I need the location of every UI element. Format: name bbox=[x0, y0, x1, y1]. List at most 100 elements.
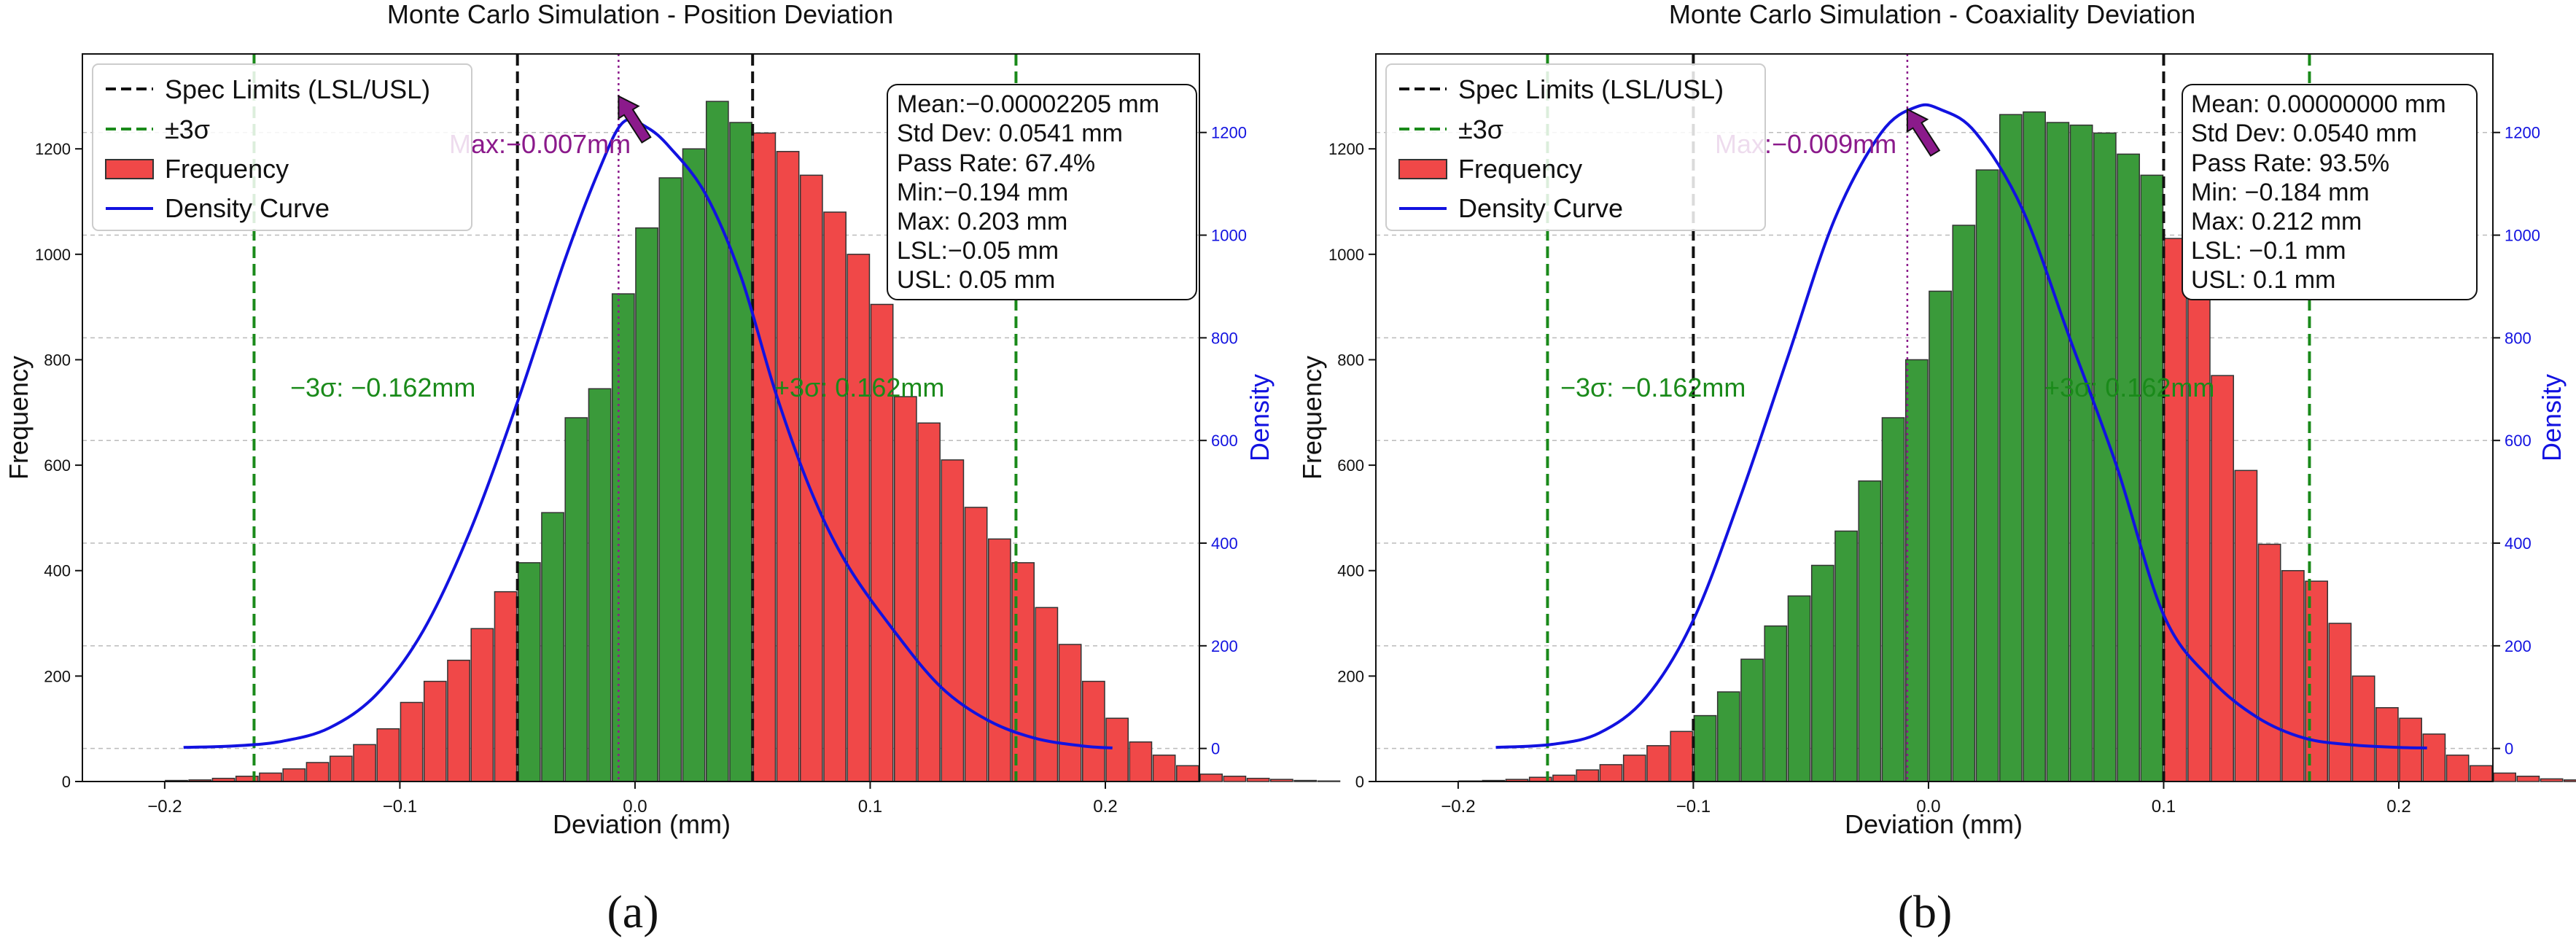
y-tick-label: 1200 bbox=[35, 140, 71, 158]
panel-b-axes: −0.2 −0.1 0.0 0.1 0.2 0 200 400 600 800 1000 1200 0 2… bbox=[1328, 124, 2540, 817]
panel-b-stat: LSL: −0.1 mm bbox=[2191, 237, 2346, 265]
histogram-bar bbox=[729, 122, 752, 782]
panel-b-legend-label: ±3σ bbox=[1458, 114, 1503, 144]
max-arrow-icon bbox=[618, 95, 652, 144]
y-tick-label: 200 bbox=[1337, 667, 1364, 685]
y2-tick-label: 0 bbox=[2505, 740, 2513, 758]
x-tick-label: 0.0 bbox=[623, 797, 647, 817]
panel-a-bars bbox=[165, 101, 1341, 782]
y-tick-label: 1000 bbox=[35, 246, 71, 264]
histogram-bar bbox=[2305, 580, 2328, 782]
histogram-bar bbox=[1223, 776, 1247, 782]
panel-a-stat: Std Dev: 0.0541 mm bbox=[897, 120, 1123, 147]
y2-tick-label: 800 bbox=[2505, 329, 2532, 347]
histogram-bar bbox=[376, 728, 400, 782]
y-tick-label: 200 bbox=[44, 667, 71, 685]
x-tick-label: 0.1 bbox=[2152, 797, 2176, 817]
histogram-bar bbox=[517, 562, 541, 782]
histogram-bar bbox=[2493, 772, 2517, 782]
histogram-bar bbox=[1246, 777, 1270, 782]
panel-a-plot-frame bbox=[82, 53, 1200, 782]
x-tick-label: −0.2 bbox=[1441, 797, 1475, 817]
histogram-bar bbox=[799, 174, 823, 782]
y-tick-label: 800 bbox=[1337, 351, 1364, 369]
panel-b-legend-label: Density Curve bbox=[1458, 193, 1623, 223]
y2-tick-label: 400 bbox=[2505, 534, 2532, 553]
panel-b-xlabel: Deviation (mm) bbox=[1845, 809, 2023, 839]
panel-a-stat: Mean:−0.00002205 mm bbox=[897, 90, 1159, 118]
y2-tick-label: 1200 bbox=[1211, 124, 1247, 142]
panel-b-max-marker bbox=[1906, 108, 1941, 157]
panel-b-stat: Pass Rate: 93.5% bbox=[2191, 149, 2389, 177]
histogram-bar bbox=[611, 293, 635, 782]
histogram-bar bbox=[306, 762, 330, 782]
histogram-bar bbox=[2023, 111, 2046, 782]
y2-tick-label: 600 bbox=[2505, 432, 2532, 450]
histogram-bar bbox=[2351, 675, 2375, 782]
histogram-bar bbox=[2445, 755, 2470, 782]
panel-b-title: Monte Carlo Simulation - Coaxiality Devi… bbox=[1669, 0, 2195, 29]
histogram-bar bbox=[2540, 778, 2564, 782]
histogram-bar bbox=[1270, 779, 1293, 782]
histogram-bar bbox=[2516, 776, 2540, 782]
histogram-bar bbox=[752, 132, 777, 782]
panel-b-stat: USL: 0.1 mm bbox=[2191, 266, 2335, 294]
histogram-bar bbox=[353, 744, 376, 782]
histogram-bar bbox=[2328, 623, 2352, 782]
histogram-bar bbox=[1975, 169, 1999, 782]
histogram-bar bbox=[494, 591, 518, 782]
histogram-bar bbox=[870, 303, 894, 782]
panel-b-y2label: Density bbox=[2537, 374, 2567, 461]
panel-a-density-curve bbox=[183, 117, 1113, 749]
histogram-bar bbox=[964, 507, 988, 782]
histogram-bar bbox=[1317, 780, 1341, 782]
histogram-bar bbox=[329, 755, 353, 782]
panel-b-plot-frame bbox=[1375, 53, 2494, 782]
panel-a-plus-3sigma-label: +3σ: 0.162mm bbox=[774, 373, 944, 402]
histogram-bar bbox=[2469, 765, 2493, 782]
histogram-bar bbox=[588, 388, 612, 782]
panel-a-max-label: Max:−0.007mm bbox=[449, 129, 631, 159]
histogram-bar bbox=[259, 772, 282, 782]
histogram-bar bbox=[2117, 153, 2140, 782]
histogram-bar bbox=[1929, 290, 1952, 782]
histogram-bar bbox=[470, 628, 494, 782]
histogram-bar bbox=[1105, 717, 1129, 782]
histogram-bar bbox=[2163, 238, 2187, 782]
panel-a-title: Monte Carlo Simulation - Position Deviat… bbox=[387, 0, 893, 29]
panel-b-stats-box: Mean: 0.00000000 mm Std Dev: 0.0540 mm P… bbox=[2182, 84, 2478, 300]
panel-b-chart: Monte Carlo Simulation - Coaxiality Devi… bbox=[1297, 0, 2576, 938]
panel-b-legend-label: Spec Limits (LSL/USL) bbox=[1458, 74, 1724, 104]
histogram-bar bbox=[1716, 691, 1740, 782]
y-tick-label: 600 bbox=[44, 456, 71, 475]
x-tick-label: 0.0 bbox=[1916, 797, 1940, 817]
panel-b-stat: Max: 0.212 mm bbox=[2191, 208, 2362, 235]
histogram-bar bbox=[1834, 530, 1858, 782]
histogram-bar bbox=[1693, 714, 1717, 782]
y-tick-label: 400 bbox=[44, 562, 71, 580]
histogram-bar bbox=[2257, 543, 2281, 782]
histogram-bar bbox=[1152, 755, 1176, 782]
panel-b-label: (b) bbox=[1898, 886, 1953, 938]
histogram-bar bbox=[1646, 745, 1670, 782]
x-tick-label: −0.1 bbox=[1676, 797, 1711, 817]
histogram-bar bbox=[1952, 225, 1976, 782]
histogram-bar bbox=[776, 151, 800, 782]
y-tick-label: 600 bbox=[1337, 456, 1364, 475]
y2-tick-label: 1000 bbox=[2505, 227, 2540, 245]
histogram-bar bbox=[1058, 644, 1082, 782]
histogram-bar bbox=[1199, 773, 1223, 782]
histogram-bar bbox=[1810, 564, 1834, 782]
y2-tick-label: 600 bbox=[1211, 432, 1238, 450]
x-tick-label: 0.1 bbox=[858, 797, 882, 817]
y-tick-label: 1200 bbox=[1328, 140, 1364, 158]
panel-a-stat: Min:−0.194 mm bbox=[897, 179, 1068, 206]
histogram-bar bbox=[917, 422, 941, 782]
panel-a-chart: Monte Carlo Simulation - Position Deviat… bbox=[4, 0, 1341, 938]
y-tick-label: 1000 bbox=[1328, 246, 1364, 264]
histogram-bar bbox=[1904, 359, 1929, 782]
histogram-bar bbox=[1175, 765, 1199, 782]
histogram-bar bbox=[423, 680, 447, 782]
histogram-bar bbox=[400, 701, 424, 782]
